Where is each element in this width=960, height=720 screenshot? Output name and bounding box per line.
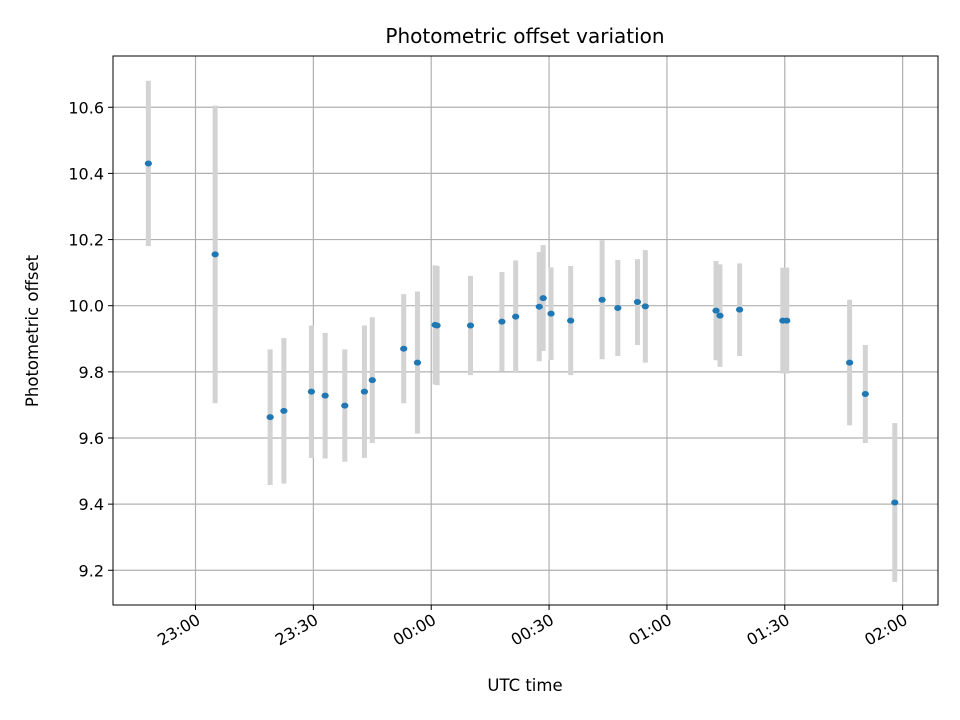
data-point xyxy=(512,313,520,320)
y-tick-label: 9.2 xyxy=(79,561,104,580)
x-axis-label: UTC time xyxy=(487,676,562,695)
data-point xyxy=(433,322,441,329)
data-point xyxy=(633,299,642,306)
data-point xyxy=(307,388,315,395)
y-tick-label: 9.8 xyxy=(79,363,104,382)
y-tick-label: 10.0 xyxy=(68,297,104,316)
y-tick-label: 9.6 xyxy=(79,429,104,448)
data-point xyxy=(567,317,575,324)
y-axis-ticks: 9.2 9.4 9.6 9.8 10.0 10.2 10.4 10.6 xyxy=(68,98,113,580)
data-point xyxy=(846,359,854,366)
data-point xyxy=(321,392,329,399)
data-point xyxy=(144,160,152,167)
y-tick-label: 10.2 xyxy=(68,231,104,250)
data-point xyxy=(891,499,899,506)
data-point xyxy=(266,414,274,421)
data-point xyxy=(712,307,720,314)
data-point xyxy=(360,388,369,395)
data-point xyxy=(413,359,422,366)
chart-title: Photometric offset variation xyxy=(385,24,664,48)
data-point xyxy=(716,312,724,319)
data-point xyxy=(466,322,475,329)
data-point xyxy=(783,317,791,324)
data-point xyxy=(539,295,547,302)
data-point xyxy=(368,377,376,384)
data-point xyxy=(598,296,606,303)
data-point xyxy=(280,407,288,414)
data-point xyxy=(614,305,622,312)
data-point xyxy=(400,345,408,352)
y-axis-label: Photometric offset xyxy=(23,254,42,407)
data-point xyxy=(547,310,555,317)
y-tick-label: 10.4 xyxy=(68,164,104,183)
y-tick-label: 10.6 xyxy=(68,98,104,117)
data-point xyxy=(498,318,506,325)
data-point xyxy=(861,390,869,397)
data-point xyxy=(736,306,744,313)
plot-frame xyxy=(112,55,939,606)
data-point xyxy=(535,303,543,310)
data-point xyxy=(341,402,349,409)
data-points xyxy=(144,160,899,506)
y-tick-label: 9.4 xyxy=(79,495,104,514)
data-point xyxy=(211,251,219,258)
data-point xyxy=(641,303,649,310)
